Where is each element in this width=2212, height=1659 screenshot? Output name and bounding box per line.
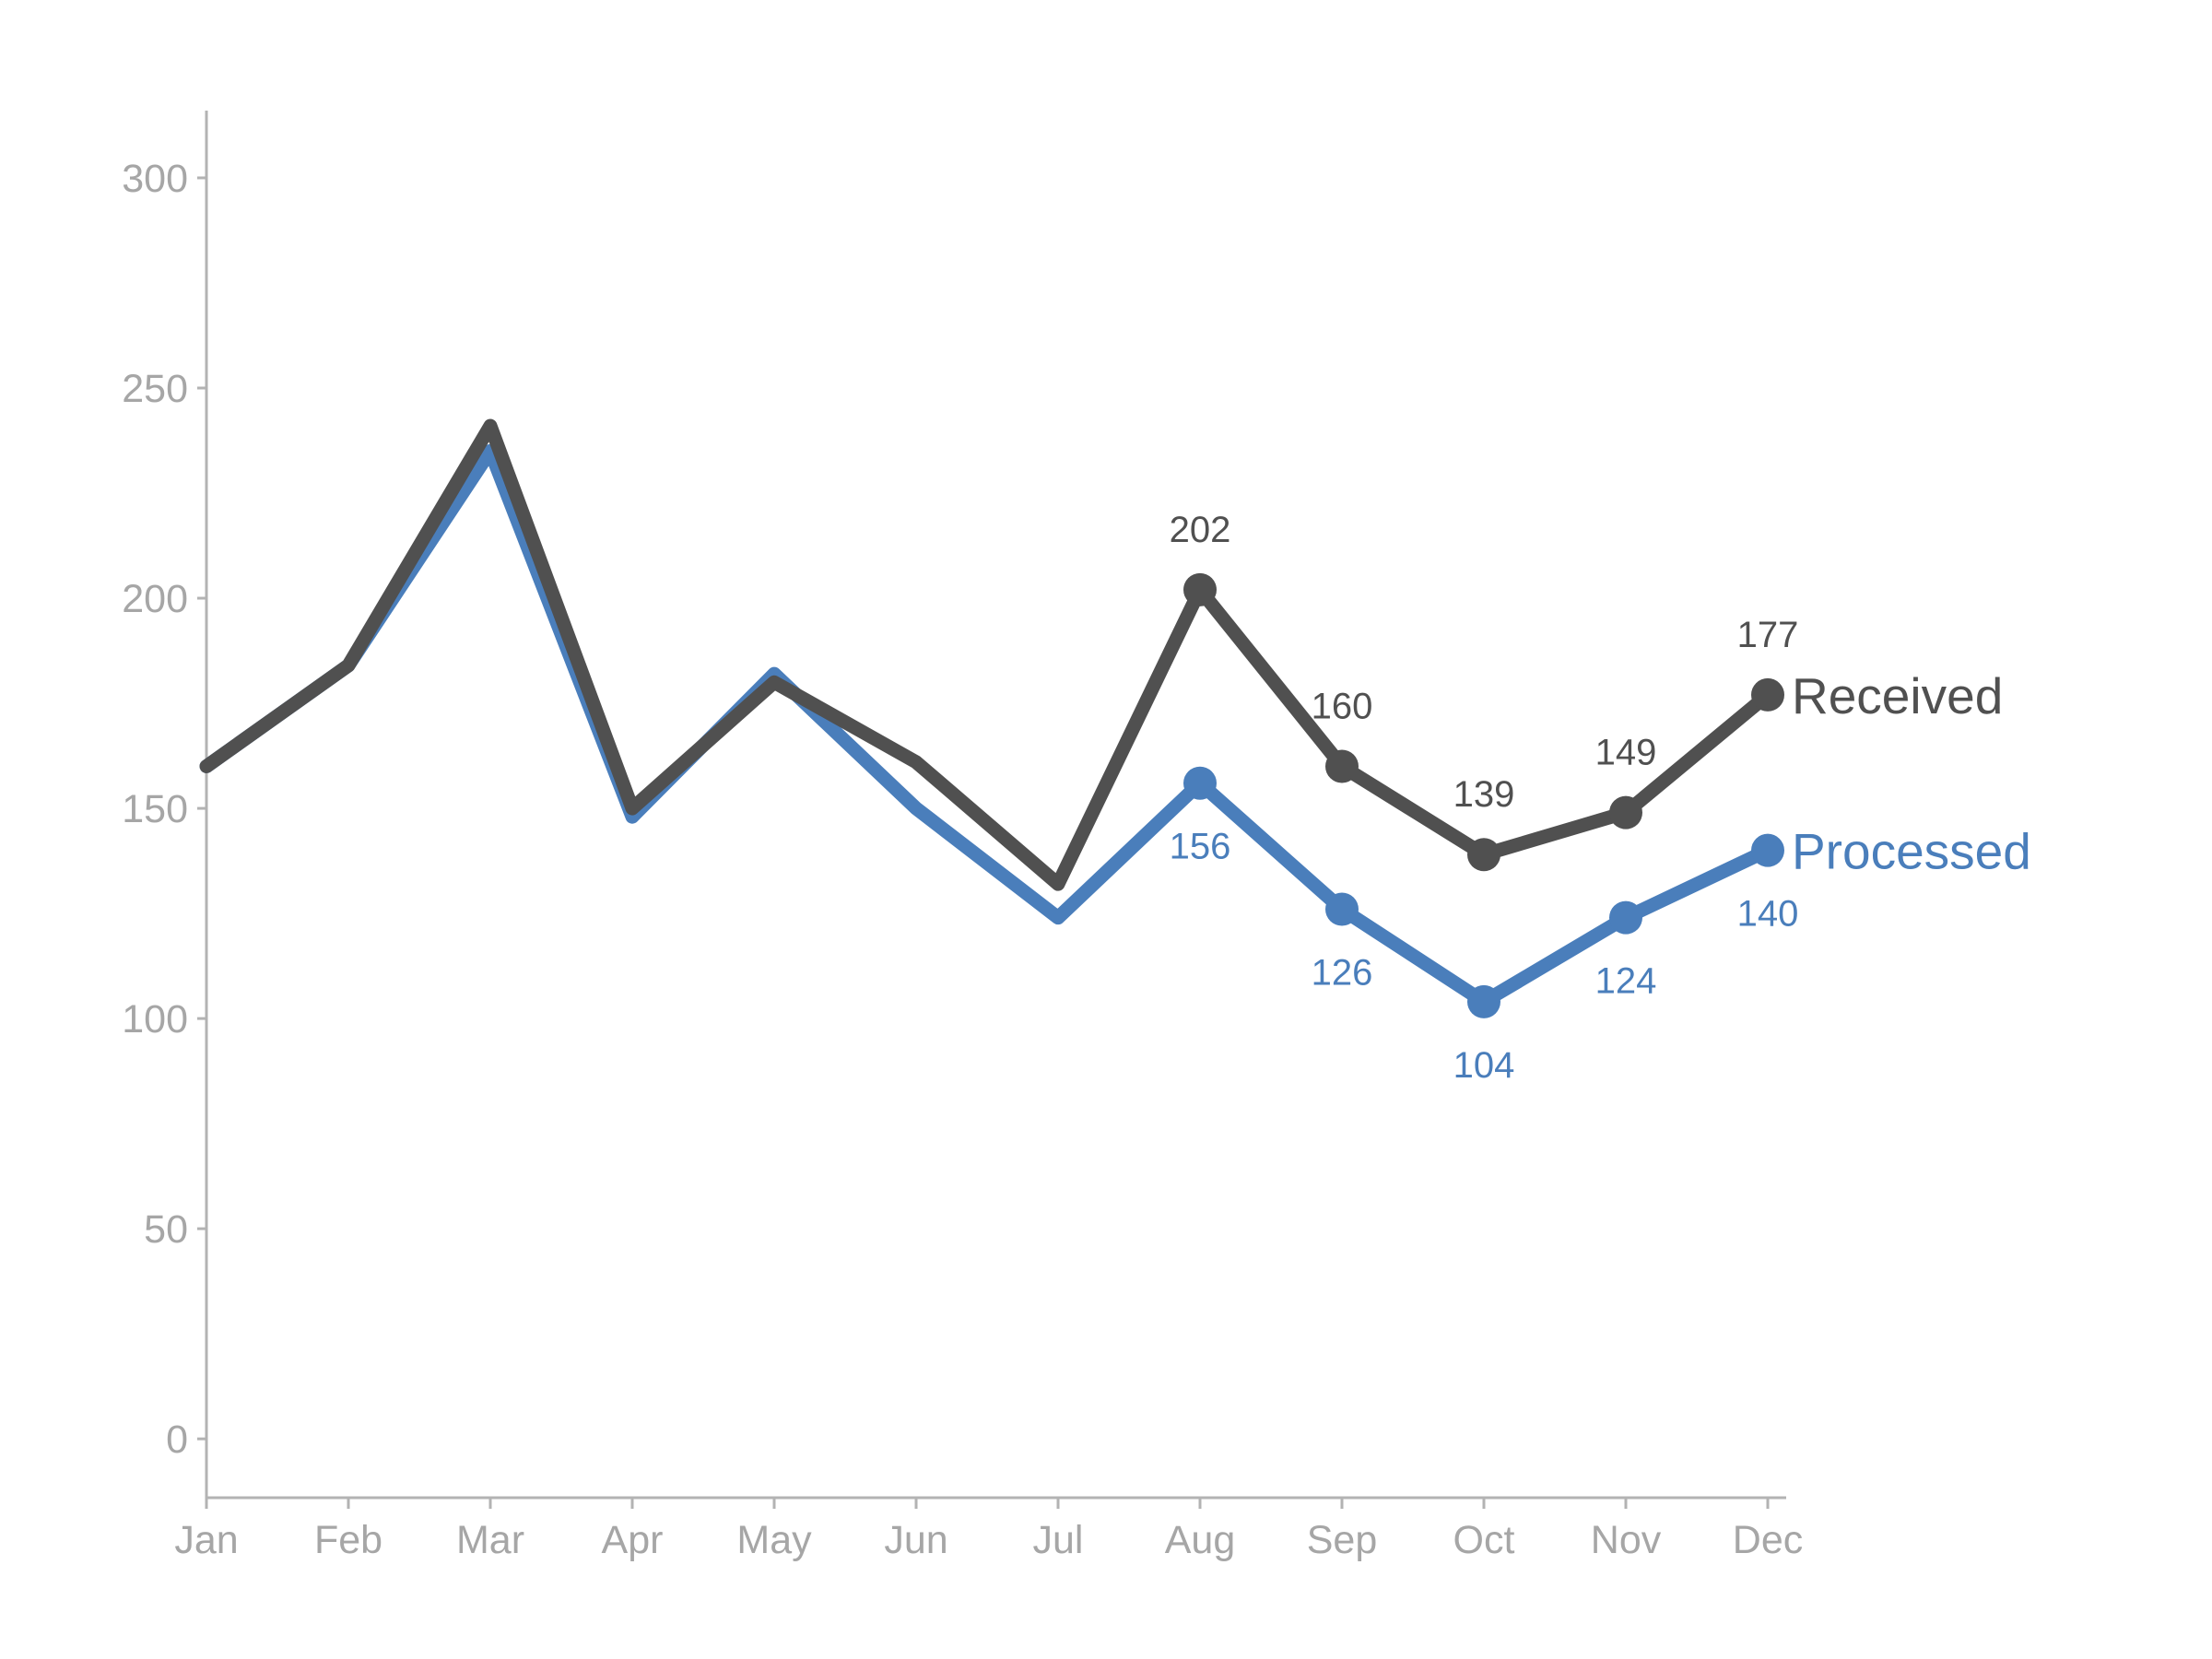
series-received: 202 160 139 149 177 Received xyxy=(199,418,2003,891)
data-label: 202 xyxy=(1170,510,1231,550)
x-tick-label: Feb xyxy=(314,1518,382,1562)
x-tick-label: Apr xyxy=(602,1518,664,1562)
data-label: 140 xyxy=(1737,894,1799,935)
data-point xyxy=(1183,766,1217,800)
data-label: 156 xyxy=(1170,827,1231,867)
data-label: 177 xyxy=(1737,615,1799,655)
data-label: 160 xyxy=(1312,686,1373,726)
y-tick-label: 300 xyxy=(122,157,188,201)
x-tick-label: Jul xyxy=(1033,1518,1084,1562)
x-tick-label: Oct xyxy=(1453,1518,1515,1562)
x-tick-label: Jan xyxy=(174,1518,238,1562)
y-tick-label: 100 xyxy=(122,997,188,1041)
x-tick-label: Aug xyxy=(1165,1518,1236,1562)
y-tick-label: 150 xyxy=(122,787,188,831)
x-tick-label: Dec xyxy=(1733,1518,1803,1562)
x-tick-label: Jun xyxy=(884,1518,947,1562)
data-point xyxy=(1183,572,1217,606)
data-label: 104 xyxy=(1453,1045,1515,1086)
data-point xyxy=(1325,749,1359,783)
series-line-received xyxy=(199,418,1775,891)
series-name-label: Received xyxy=(1792,667,2003,724)
y-tick-label: 0 xyxy=(166,1418,188,1462)
series-name-label: Processed xyxy=(1792,823,2031,880)
data-label: 149 xyxy=(1595,733,1657,773)
x-tick-label: May xyxy=(736,1518,812,1562)
data-label: 139 xyxy=(1453,774,1515,815)
axes: 0 50 100 150 200 250 300 Jan Feb Mar Apr May Jun Jul A… xyxy=(122,111,1803,1562)
data-label: 124 xyxy=(1595,961,1657,1002)
series-layer: 156 126 104 124 140 Processed 202 160 139 149 177 R… xyxy=(199,418,2031,1086)
x-tick-label: Nov xyxy=(1591,1518,1662,1562)
x-tick-label: Mar xyxy=(456,1518,524,1562)
y-tick-label: 250 xyxy=(122,367,188,411)
data-point xyxy=(1325,892,1359,926)
data-point xyxy=(1609,795,1642,830)
data-point xyxy=(1609,900,1642,935)
data-label: 126 xyxy=(1312,953,1373,994)
y-tick-label: 50 xyxy=(144,1207,188,1252)
series-processed: 156 126 104 124 140 Processed xyxy=(199,443,2031,1086)
data-point xyxy=(1751,677,1784,712)
data-point xyxy=(1467,984,1500,1018)
data-point xyxy=(1751,833,1784,867)
x-tick-label: Sep xyxy=(1307,1518,1378,1562)
y-tick-label: 200 xyxy=(122,577,188,621)
data-point xyxy=(1467,838,1500,872)
series-line-processed xyxy=(199,443,1775,1009)
